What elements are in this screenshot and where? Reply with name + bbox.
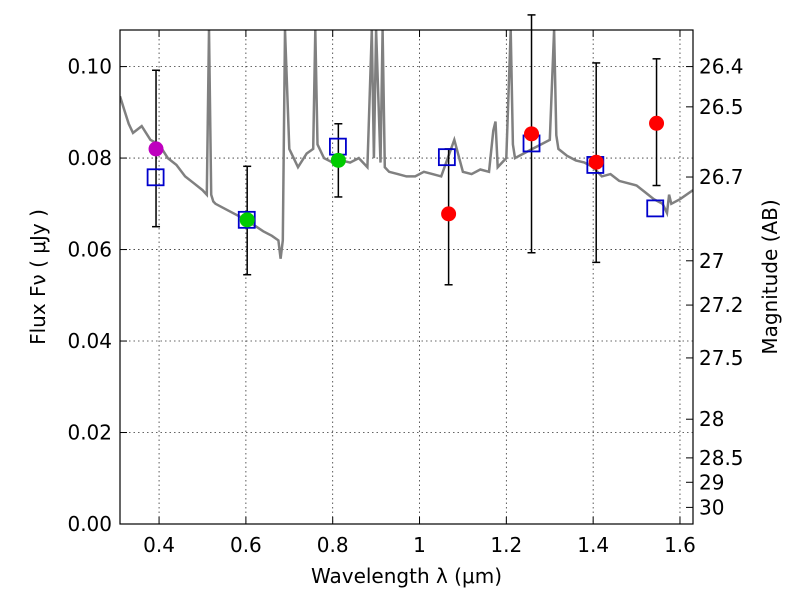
y2-axis-label: Magnitude (AB) — [758, 199, 782, 354]
grid — [120, 30, 693, 525]
x-axis-ticks: 0.4 0.6 0.8 1 1.2 1.4 1.6 — [143, 30, 696, 557]
x-tick-label: 1 — [413, 533, 426, 557]
error-bars — [152, 14, 661, 286]
y2-tick-label: 27.5 — [699, 346, 744, 370]
x-tick-label: 1.4 — [577, 533, 609, 557]
y2-tick-label: 28.5 — [699, 446, 744, 470]
observed-circle-marker — [649, 115, 665, 131]
model-sed-curve-group — [120, 30, 693, 259]
model-square-marker — [437, 148, 456, 167]
observed-circle-marker — [524, 126, 540, 142]
model-square-marker — [237, 210, 256, 229]
y-axis-label: Flux Fν ( μJy ) — [26, 209, 50, 345]
y2-tick-label: 27 — [699, 249, 724, 273]
model-sed-curve — [120, 30, 693, 259]
y2-tick-label: 28 — [699, 407, 724, 431]
y2-tick-label: 26.5 — [699, 95, 744, 119]
observed-circle-marker — [588, 154, 604, 170]
y2-tick-label: 26.7 — [699, 165, 744, 189]
y-tick-label: 0.02 — [67, 421, 112, 445]
x-axis-label: Wavelength λ (μm) — [311, 564, 502, 588]
y-tick-label: 0.08 — [67, 146, 112, 170]
x-tick-label: 1.6 — [664, 533, 696, 557]
model-square-marker — [646, 199, 665, 218]
y2-tick-label: 27.2 — [699, 293, 744, 317]
model-square-marker — [146, 168, 165, 187]
y2-tick-label: 30 — [699, 495, 724, 519]
observed-circle-marker — [148, 141, 164, 157]
observed-circle-marker — [239, 212, 255, 228]
y-tick-label: 0.06 — [67, 238, 112, 262]
x-tick-label: 0.8 — [317, 533, 349, 557]
y-axis-ticks: 0.00 0.02 0.04 0.06 0.08 0.10 — [67, 55, 127, 536]
x-tick-label: 0.6 — [230, 533, 262, 557]
observed-photometry-markers — [148, 115, 665, 228]
y-tick-label: 0.10 — [67, 55, 112, 79]
y-tick-label: 0.04 — [67, 329, 112, 353]
plot-frame — [119, 29, 694, 525]
model-photometry-markers — [146, 134, 665, 229]
y2-tick-label: 29 — [699, 470, 724, 494]
observed-circle-marker — [330, 152, 346, 168]
observed-circle-marker — [441, 206, 457, 222]
y-tick-label: 0.00 — [67, 512, 112, 536]
y2-tick-label: 26.4 — [699, 55, 744, 79]
x-tick-label: 1.2 — [490, 533, 522, 557]
x-tick-label: 0.4 — [143, 533, 175, 557]
